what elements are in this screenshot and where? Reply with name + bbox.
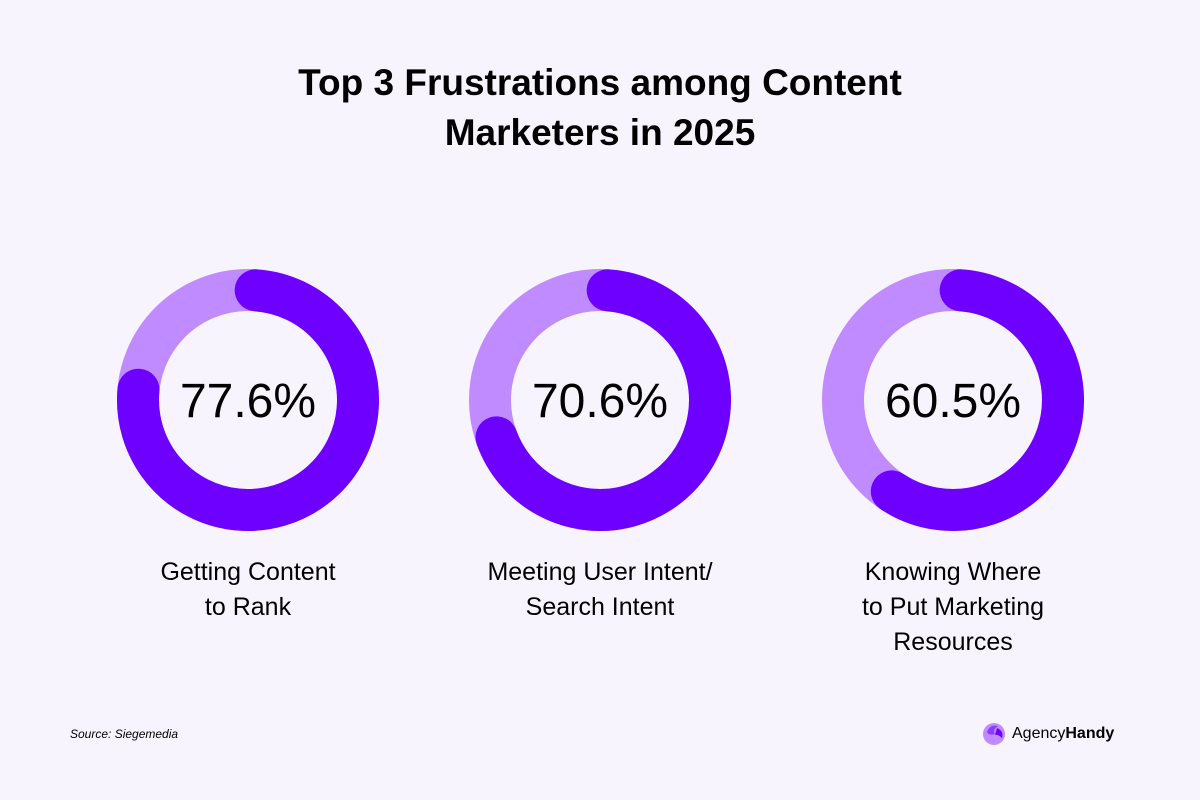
category-label: Meeting User Intent/Search Intent	[450, 555, 750, 625]
donut-value-label: 77.6%	[180, 375, 316, 428]
category-label-line: Getting Content	[160, 558, 336, 586]
donut-value-arc	[117, 269, 379, 531]
donut-value-arc	[475, 269, 731, 531]
category-label: Knowing Where to Put Marketing Resources	[803, 555, 1103, 660]
donut-value-arc	[870, 269, 1084, 531]
donut-2: 70.6%	[469, 269, 731, 531]
category-label-line: Resources	[893, 628, 1013, 656]
logo-icon	[983, 723, 1005, 745]
logo-text-agency: Agency	[1012, 725, 1066, 742]
logo-text-handy: Handy	[1065, 725, 1115, 742]
donut-1: 77.6%	[117, 269, 379, 531]
category-label: Getting Content to Rank	[98, 555, 398, 625]
source-note: Source: Siegemedia	[70, 727, 179, 741]
category-label-line: to Put Marketing	[861, 593, 1045, 621]
chart-title: Top 3 Frustrations among Content Markete…	[0, 58, 1200, 158]
category-label-line: Meeting User Intent/	[487, 558, 713, 586]
agencyhandy-logo: AgencyHandy	[982, 722, 1114, 746]
title-line-1: Top 3 Frustrations among Content	[298, 62, 902, 103]
category-label-line: Knowing Where	[864, 558, 1042, 586]
category-label-line: Search Intent	[525, 593, 675, 621]
donut-3: 60.5%	[822, 269, 1084, 531]
donut-value-label: 70.6%	[532, 375, 668, 428]
title-line-2: Marketers in 2025	[444, 112, 756, 153]
category-label-line: to Rank	[204, 593, 292, 621]
donut-value-label: 60.5%	[885, 375, 1021, 428]
